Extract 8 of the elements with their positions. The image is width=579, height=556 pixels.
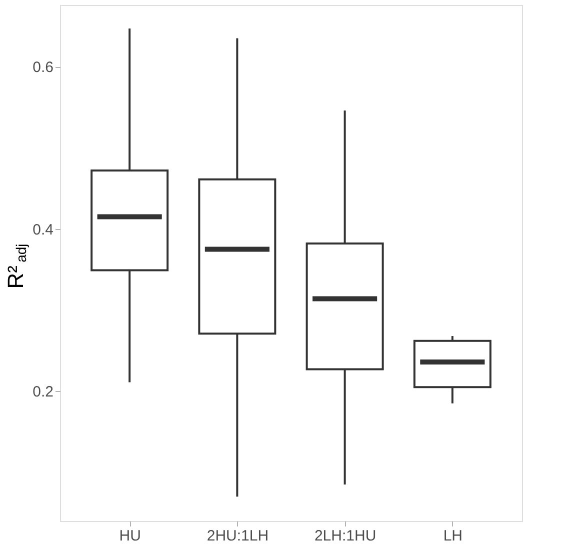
y-tick-label: 0.4 <box>32 221 54 238</box>
y-tick-label: 0.2 <box>32 384 54 401</box>
x-tick-label: LH <box>443 528 463 544</box>
x-tick-label: 2HU:1LH <box>206 528 269 544</box>
y-tick-label: 0.6 <box>32 59 54 76</box>
y-axis-title: R²adj <box>3 244 29 289</box>
x-tick-label: 2LH:1HU <box>314 528 376 544</box>
x-tick-label: HU <box>119 528 141 544</box>
